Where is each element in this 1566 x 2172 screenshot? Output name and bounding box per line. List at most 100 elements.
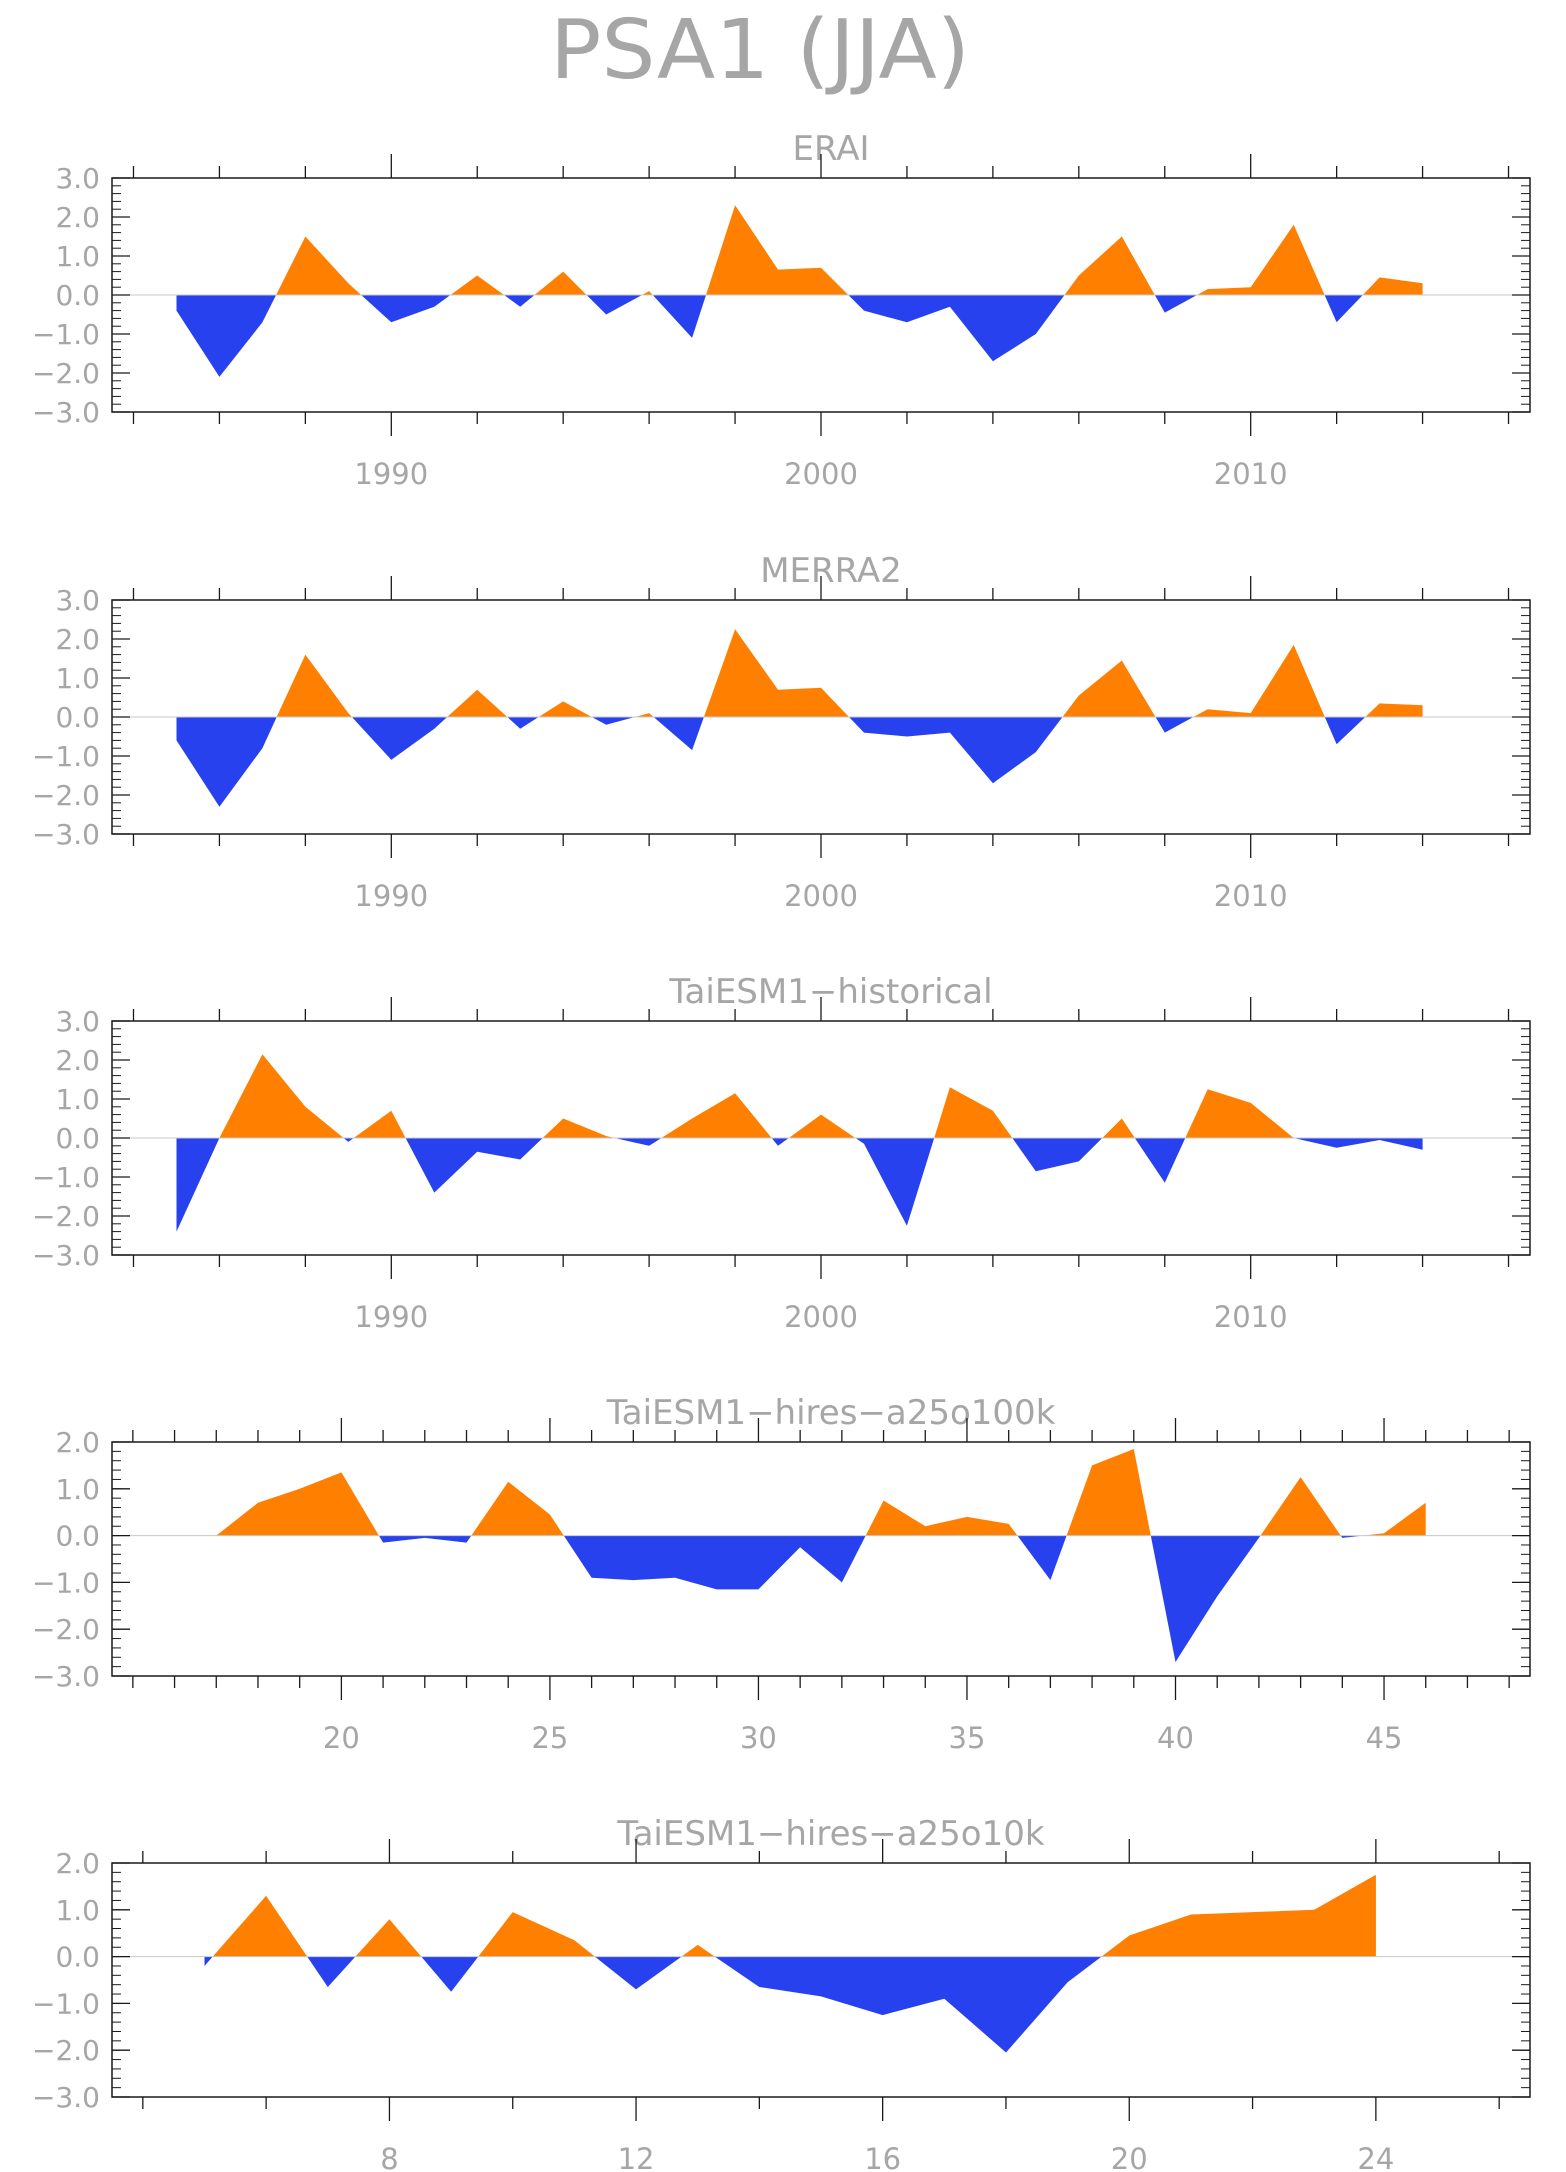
negative-area	[1324, 717, 1366, 745]
positive-area	[353, 1110, 406, 1138]
negative-area	[343, 1138, 354, 1142]
y-tick-label: −2.0	[32, 1200, 100, 1233]
negative-area	[351, 717, 448, 760]
y-tick-label: −3.0	[32, 1660, 100, 1693]
negative-area	[653, 717, 704, 751]
x-tick-label: 40	[1157, 1721, 1194, 1755]
y-tick-label: 2.0	[55, 1426, 100, 1459]
y-tick-label: 2.0	[55, 201, 100, 234]
y-tick-label: 3.0	[55, 162, 100, 195]
y-tick-label: −1.0	[32, 1987, 100, 2020]
y-tick-label: 0.0	[55, 1520, 100, 1553]
positive-area	[1064, 236, 1155, 295]
x-tick-label: 45	[1366, 1721, 1403, 1755]
negative-area	[507, 717, 539, 729]
x-tick-label: 2010	[1214, 879, 1288, 913]
positive-area	[538, 701, 592, 717]
positive-area	[276, 654, 352, 717]
negative-area	[614, 1138, 662, 1146]
positive-area	[703, 629, 849, 717]
x-tick-label: 16	[864, 2142, 901, 2172]
positive-area	[661, 1093, 772, 1138]
y-tick-label: −1.0	[32, 1161, 100, 1194]
negative-area	[1324, 295, 1363, 323]
positive-area	[1066, 1449, 1151, 1536]
panel-4: TaiESM1−hires−a25o100k 2.0 1.0 0.0 −1.0 −2.0 −…	[32, 1393, 1531, 1755]
panel-1: ERAI 3.0 2.0 1.0 0.0 −1.0 −2.0 −3.0 1990 2000 2010	[32, 129, 1531, 491]
y-tick-label: −1.0	[32, 740, 100, 773]
negative-area	[771, 1138, 789, 1146]
y-tick-label: −3.0	[32, 1239, 100, 1272]
y-tick-label: −2.0	[32, 2034, 100, 2067]
positive-area	[1197, 224, 1325, 295]
negative-area	[1154, 295, 1197, 313]
negative-area	[1293, 1138, 1423, 1150]
y-tick-label: 3.0	[55, 584, 100, 617]
panel-3: TaiESM1−historical 3.0 2.0 1.0 0.0 −1.0 −2.0 −3…	[32, 972, 1531, 1334]
positive-area	[1102, 1118, 1135, 1138]
y-tick-label: −1.0	[32, 1566, 100, 1599]
x-tick-label: 1990	[354, 879, 428, 913]
panel-title: ERAI	[792, 129, 869, 169]
negative-area	[176, 1138, 220, 1232]
positive-area	[1185, 1089, 1294, 1138]
positive-area	[447, 689, 508, 717]
positive-area	[471, 1481, 564, 1536]
plot-frame	[111, 1441, 1531, 1677]
positive-area	[478, 1912, 595, 1957]
positive-area	[642, 291, 653, 295]
positive-area	[681, 1944, 715, 1957]
positive-area	[355, 1919, 422, 1957]
negative-area	[849, 717, 1063, 784]
negative-area	[652, 295, 706, 338]
positive-area	[542, 1118, 615, 1138]
y-tick-label: 2.0	[55, 1044, 100, 1077]
y-tick-label: 1.0	[55, 1894, 100, 1927]
negative-area	[204, 1956, 213, 1966]
negative-area	[405, 1138, 543, 1193]
x-tick-label: 12	[618, 2142, 655, 2172]
negative-area	[378, 1535, 472, 1543]
negative-area	[1017, 1535, 1067, 1581]
negative-area	[307, 1956, 356, 1987]
y-tick-label: −1.0	[32, 318, 100, 351]
plot-frame	[111, 1862, 1531, 2098]
y-tick-label: −3.0	[32, 396, 100, 429]
negative-area	[586, 295, 642, 315]
positive-area	[450, 275, 505, 295]
positive-area	[865, 1500, 1018, 1536]
y-tick-label: 1.0	[55, 662, 100, 695]
x-tick-label: 2010	[1214, 457, 1288, 491]
y-tick-label: 0.0	[55, 701, 100, 734]
panel-title: TaiESM1−historical	[668, 972, 992, 1012]
positive-area	[219, 1054, 344, 1138]
positive-area	[276, 236, 362, 295]
y-tick-label: 1.0	[55, 240, 100, 273]
negative-area	[176, 717, 277, 807]
x-tick-label: 2010	[1214, 1300, 1288, 1334]
panel-title: TaiESM1−hires−a25o10k	[616, 1814, 1044, 1854]
x-tick-label: 2000	[784, 457, 858, 491]
panel-title: MERRA2	[760, 551, 902, 591]
negative-area	[1155, 717, 1194, 733]
negative-area	[1134, 1138, 1186, 1183]
x-tick-label: 30	[740, 1721, 777, 1755]
positive-area	[1260, 1477, 1341, 1536]
positive-area	[634, 713, 654, 717]
positive-area	[216, 1472, 379, 1536]
positive-area	[534, 271, 587, 295]
x-tick-label: 20	[323, 1721, 360, 1755]
negative-area	[361, 295, 451, 323]
negative-area	[848, 295, 1065, 362]
x-tick-label: 35	[949, 1721, 986, 1755]
x-tick-label: 24	[1357, 2142, 1394, 2172]
y-tick-label: 1.0	[55, 1473, 100, 1506]
negative-area	[504, 295, 535, 307]
x-tick-label: 25	[531, 1721, 568, 1755]
panel-5: TaiESM1−hires−a25o10k 2.0 1.0 0.0 −1.0 −2.0 −3…	[32, 1814, 1531, 2172]
y-tick-label: 0.0	[55, 1941, 100, 1974]
positive-area	[1062, 660, 1156, 717]
y-tick-label: −3.0	[32, 2081, 100, 2114]
negative-area	[1150, 1535, 1261, 1662]
x-tick-label: 2000	[784, 1300, 858, 1334]
